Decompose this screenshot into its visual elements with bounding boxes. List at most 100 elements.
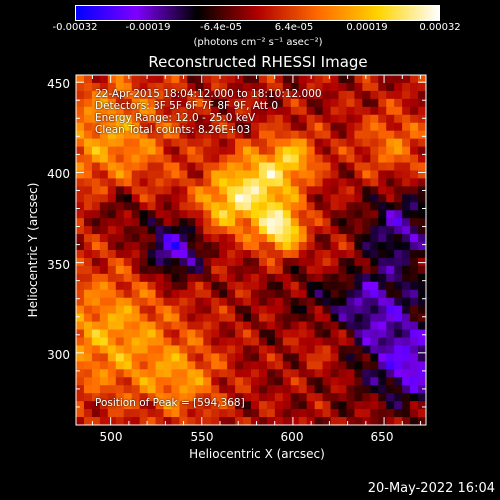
heatmap-cell — [179, 202, 188, 211]
heatmap-cell — [394, 337, 403, 346]
heatmap-cell — [211, 98, 220, 108]
heatmap-cell — [83, 154, 93, 163]
heatmap-cell — [282, 154, 292, 163]
heatmap-cell — [290, 281, 300, 291]
heatmap-cell — [394, 297, 403, 307]
heatmap-cell — [211, 178, 220, 187]
heatmap-cell — [338, 186, 347, 195]
heatmap-cell — [155, 154, 164, 163]
heatmap-cell — [330, 369, 339, 378]
heatmap-cell — [346, 337, 355, 346]
heatmap-cell — [266, 297, 276, 307]
heatmap-cell — [418, 409, 427, 418]
heatmap-cell — [179, 138, 188, 148]
heatmap-cell — [107, 114, 117, 124]
heatmap-cell — [258, 273, 268, 283]
heatmap-cell — [418, 202, 427, 211]
heatmap-cell — [314, 178, 324, 187]
heatmap-cell — [314, 75, 324, 84]
heatmap-cell — [290, 250, 300, 259]
heatmap-cell — [195, 170, 204, 179]
heatmap-cell — [314, 162, 324, 171]
heatmap-cell — [354, 273, 363, 283]
heatmap-cell — [179, 377, 188, 386]
heatmap-cell — [219, 218, 228, 227]
heatmap-cell — [155, 409, 164, 418]
heatmap-cell — [131, 106, 141, 116]
heatmap-cell — [322, 82, 332, 92]
heatmap-cell — [76, 369, 85, 378]
heatmap-cell — [266, 337, 276, 346]
heatmap-cell — [338, 369, 347, 378]
heatmap-cell — [330, 226, 339, 235]
heatmap-cell — [251, 273, 260, 283]
heatmap-cell — [354, 226, 363, 235]
heatmap-cell — [83, 186, 93, 195]
heatmap-cell — [402, 210, 411, 219]
heatmap-cell — [107, 178, 117, 187]
heatmap-cell — [410, 369, 419, 378]
heatmap-cell — [219, 273, 228, 283]
heatmap-cell — [163, 98, 172, 108]
heatmap-cell — [115, 75, 125, 84]
heatmap-cell — [219, 75, 228, 84]
heatmap-cell — [394, 82, 403, 92]
heatmap-cell — [258, 138, 268, 148]
heatmap-cell — [394, 353, 403, 362]
heatmap-cell — [163, 114, 172, 124]
heatmap-cell — [362, 114, 371, 124]
heatmap-cell — [378, 218, 387, 227]
heatmap-cell — [211, 417, 220, 426]
heatmap-cell — [251, 257, 260, 267]
heatmap-cell — [195, 226, 204, 235]
heatmap-cell — [123, 178, 133, 187]
heatmap-cell — [258, 242, 268, 251]
heatmap-cell — [354, 138, 363, 148]
heatmap-cell — [258, 250, 268, 259]
heatmap-cell — [179, 250, 188, 259]
heatmap-cell — [243, 369, 252, 378]
heatmap-cell — [251, 250, 260, 259]
heatmap-cell — [91, 305, 101, 315]
heatmap-cell — [354, 194, 363, 203]
heatmap-cell — [211, 218, 220, 227]
heatmap-cell — [115, 114, 125, 124]
heatmap-cell — [370, 130, 379, 140]
heatmap-cell — [107, 257, 117, 267]
heatmap-cell — [418, 138, 427, 148]
heatmap-cell — [354, 186, 363, 195]
heatmap-cell — [107, 154, 117, 163]
heatmap-cell — [211, 353, 220, 362]
heatmap-cell — [370, 106, 379, 116]
heatmap-cell — [123, 265, 133, 275]
heatmap-cell — [147, 377, 157, 386]
heatmap-cell — [410, 226, 419, 235]
colorbar-unit: (photons cm⁻² s⁻¹ asec⁻²) — [193, 37, 323, 48]
heatmap-cell — [266, 377, 276, 386]
heatmap-cell — [298, 226, 308, 235]
heatmap-cell — [282, 75, 292, 84]
heatmap-cell — [171, 106, 180, 116]
heatmap-cell — [99, 417, 109, 426]
heatmap-cell — [123, 409, 133, 418]
heatmap-cell — [195, 385, 204, 394]
heatmap-cell — [330, 138, 339, 148]
heatmap-cell — [266, 234, 276, 243]
heatmap-cell — [274, 162, 284, 171]
heatmap-cell — [123, 393, 133, 402]
heatmap-cell — [83, 210, 93, 219]
heatmap-cell — [362, 313, 371, 323]
heatmap-cell — [370, 321, 379, 331]
heatmap-cell — [266, 122, 276, 132]
heatmap-cell — [402, 178, 411, 187]
heatmap-cell — [83, 409, 93, 418]
heatmap-cell — [219, 305, 228, 315]
heatmap-cell — [147, 242, 157, 251]
heatmap-cell — [76, 210, 85, 219]
heatmap-cell — [76, 321, 85, 331]
heatmap-cell — [115, 170, 125, 179]
heatmap-cell — [139, 305, 149, 315]
heatmap-cell — [123, 313, 133, 323]
heatmap-cell — [410, 265, 419, 275]
heatmap-cell — [251, 218, 260, 227]
